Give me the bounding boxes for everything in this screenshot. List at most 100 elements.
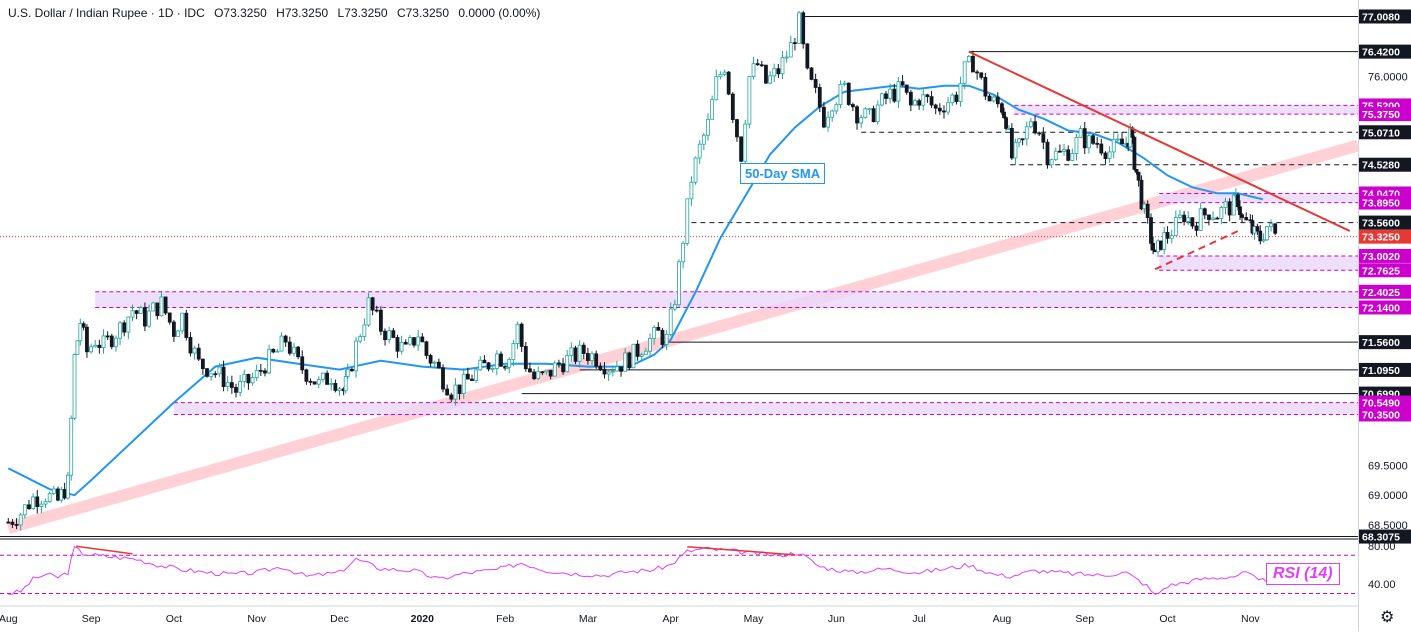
candle-body bbox=[200, 358, 205, 369]
candle-body bbox=[900, 81, 905, 86]
candle-body bbox=[602, 368, 607, 375]
candle-body bbox=[412, 337, 416, 346]
candle-body bbox=[167, 312, 172, 323]
candle-body bbox=[403, 342, 408, 345]
candle-body bbox=[147, 310, 151, 327]
candle-body bbox=[925, 94, 930, 98]
candle-body bbox=[1099, 143, 1104, 154]
candle-body bbox=[995, 96, 1000, 105]
level-price-label: 71.0950 bbox=[1362, 365, 1400, 377]
level-price-tag bbox=[1359, 157, 1411, 172]
candle-body bbox=[171, 321, 176, 337]
candle-body bbox=[432, 361, 437, 364]
candle-body bbox=[979, 72, 984, 78]
candle-body bbox=[987, 95, 992, 102]
price-tick-label: 76.0000 bbox=[1368, 72, 1408, 84]
candle-body bbox=[374, 309, 379, 312]
candle-body bbox=[801, 12, 806, 45]
candle-body bbox=[991, 96, 996, 102]
candle-body bbox=[904, 84, 909, 93]
candle-body bbox=[842, 82, 847, 85]
candle-body bbox=[528, 368, 532, 373]
candle-body bbox=[536, 371, 541, 380]
candle-body bbox=[176, 330, 180, 337]
candle-body bbox=[1139, 179, 1144, 210]
candle-body bbox=[391, 330, 396, 338]
candle-body bbox=[217, 366, 222, 375]
candle-body bbox=[395, 337, 400, 352]
candle-body bbox=[1062, 149, 1066, 152]
candle-body bbox=[875, 104, 880, 123]
candle-body bbox=[1194, 225, 1199, 231]
candle-body bbox=[917, 100, 922, 106]
candle-body bbox=[155, 302, 160, 317]
candle-body bbox=[89, 346, 93, 353]
candle-body bbox=[1095, 142, 1100, 145]
candle-body bbox=[768, 75, 772, 84]
candle-body bbox=[652, 326, 657, 339]
sma-annotation-label: 50-Day SMA bbox=[740, 163, 826, 184]
support-resistance-zone bbox=[1014, 105, 1358, 115]
rsi-tick-label: 80.00 bbox=[1368, 541, 1396, 553]
candle-body bbox=[246, 373, 251, 384]
level-price-tag bbox=[1359, 529, 1411, 544]
candle-body bbox=[379, 309, 383, 332]
candle-body bbox=[751, 63, 756, 77]
time-axis-label: Sep bbox=[1075, 613, 1094, 625]
candle-body bbox=[242, 373, 247, 382]
candle-body bbox=[743, 123, 748, 162]
rsi-indicator-label[interactable]: RSI (14) bbox=[1266, 563, 1340, 585]
candle-body bbox=[1111, 138, 1116, 153]
candle-body bbox=[499, 353, 503, 367]
candle-body bbox=[1017, 138, 1021, 143]
candle-body bbox=[97, 344, 102, 348]
candle-body bbox=[436, 361, 441, 369]
candle-body bbox=[229, 382, 234, 388]
candle-body bbox=[1165, 232, 1170, 239]
candle-body bbox=[1151, 242, 1155, 251]
time-axis-label: Nov bbox=[1241, 613, 1260, 625]
ohlc-open: O73.3250 bbox=[214, 6, 267, 20]
candle-body bbox=[784, 56, 789, 59]
candle-body bbox=[577, 344, 582, 362]
candle-body bbox=[350, 368, 354, 372]
candle-body bbox=[312, 381, 317, 385]
candle-body bbox=[308, 380, 313, 383]
candle-body bbox=[1198, 208, 1203, 231]
candle-body bbox=[594, 353, 599, 367]
candle-body bbox=[1186, 217, 1191, 223]
candle-body bbox=[983, 76, 988, 97]
candle-body bbox=[1091, 135, 1095, 144]
candle-body bbox=[846, 82, 851, 105]
candle-body bbox=[1004, 117, 1008, 129]
candle-body bbox=[287, 341, 292, 354]
candle-body bbox=[660, 329, 665, 345]
candle-body bbox=[1024, 126, 1029, 140]
candle-body bbox=[813, 79, 818, 88]
candle-body bbox=[75, 340, 80, 355]
candle-body bbox=[321, 372, 325, 380]
candle-body bbox=[213, 373, 218, 376]
candle-body bbox=[896, 81, 901, 102]
candle-body bbox=[225, 382, 230, 387]
candle-body bbox=[151, 302, 156, 312]
candle-body bbox=[267, 349, 272, 374]
candle-body bbox=[51, 488, 56, 494]
time-axis-label: Dec bbox=[330, 613, 349, 625]
candle-body bbox=[689, 181, 694, 200]
candle-body bbox=[18, 514, 23, 526]
candle-body bbox=[407, 337, 412, 345]
candle-body bbox=[614, 366, 619, 372]
candle-body bbox=[358, 336, 363, 342]
candle-body bbox=[143, 307, 147, 327]
time-axis-label: Jun bbox=[828, 613, 845, 625]
candle-body bbox=[1103, 152, 1108, 159]
candle-body bbox=[134, 310, 139, 314]
candle-body bbox=[69, 417, 74, 476]
candle-body bbox=[635, 343, 640, 357]
candle-body bbox=[1145, 203, 1150, 219]
candle-body bbox=[540, 371, 545, 374]
candle-body bbox=[399, 342, 404, 352]
candle-body bbox=[316, 379, 321, 385]
gear-icon[interactable]: ⚙ bbox=[1380, 609, 1395, 626]
